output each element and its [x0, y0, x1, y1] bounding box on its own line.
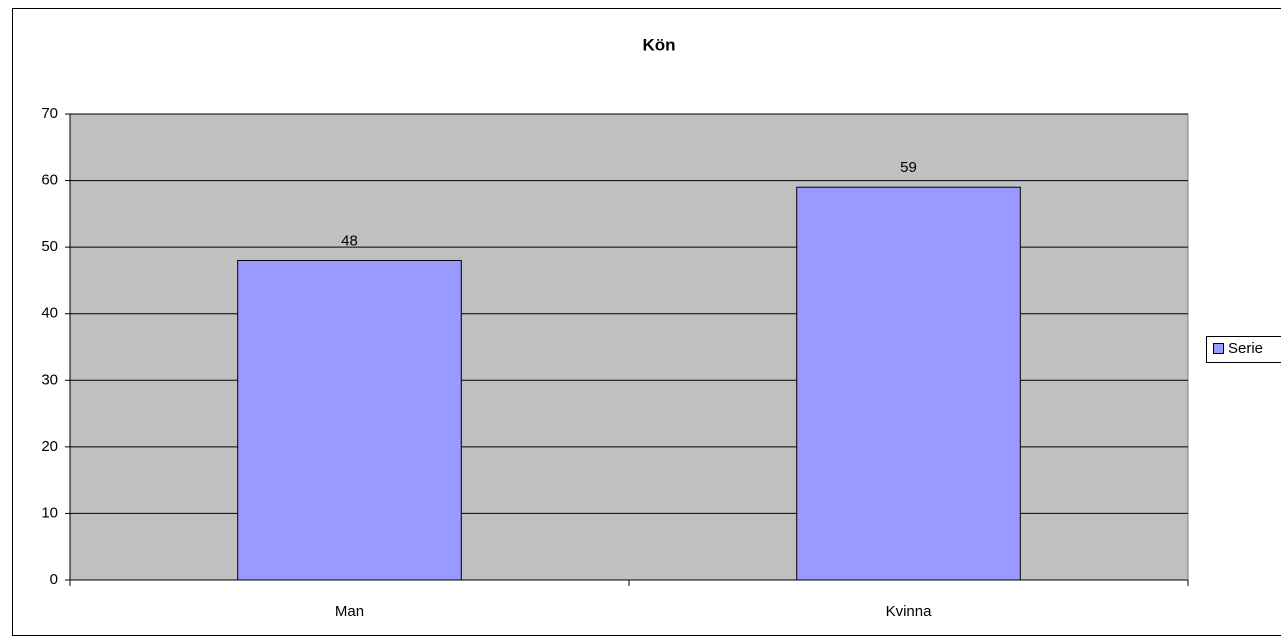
y-tick-label: 40: [41, 305, 58, 322]
y-tick-label: 50: [41, 238, 58, 255]
y-tick-label: 0: [50, 571, 58, 588]
x-tick-label: Man: [335, 603, 364, 620]
y-tick-label: 60: [41, 172, 58, 189]
bar: [237, 259, 462, 581]
y-tick-label: 20: [41, 438, 58, 455]
legend-label: Serie: [1228, 340, 1263, 357]
x-tick-label: Kvinna: [886, 603, 933, 620]
y-tick-label: 30: [41, 371, 58, 388]
chart-title: Kön: [642, 35, 675, 54]
y-tick-label: 70: [41, 105, 58, 122]
y-tick-label: 10: [41, 504, 58, 521]
data-label: 59: [900, 159, 917, 176]
bar: [796, 186, 1021, 581]
legend-swatch: [1213, 343, 1224, 354]
data-label: 48: [341, 232, 358, 249]
